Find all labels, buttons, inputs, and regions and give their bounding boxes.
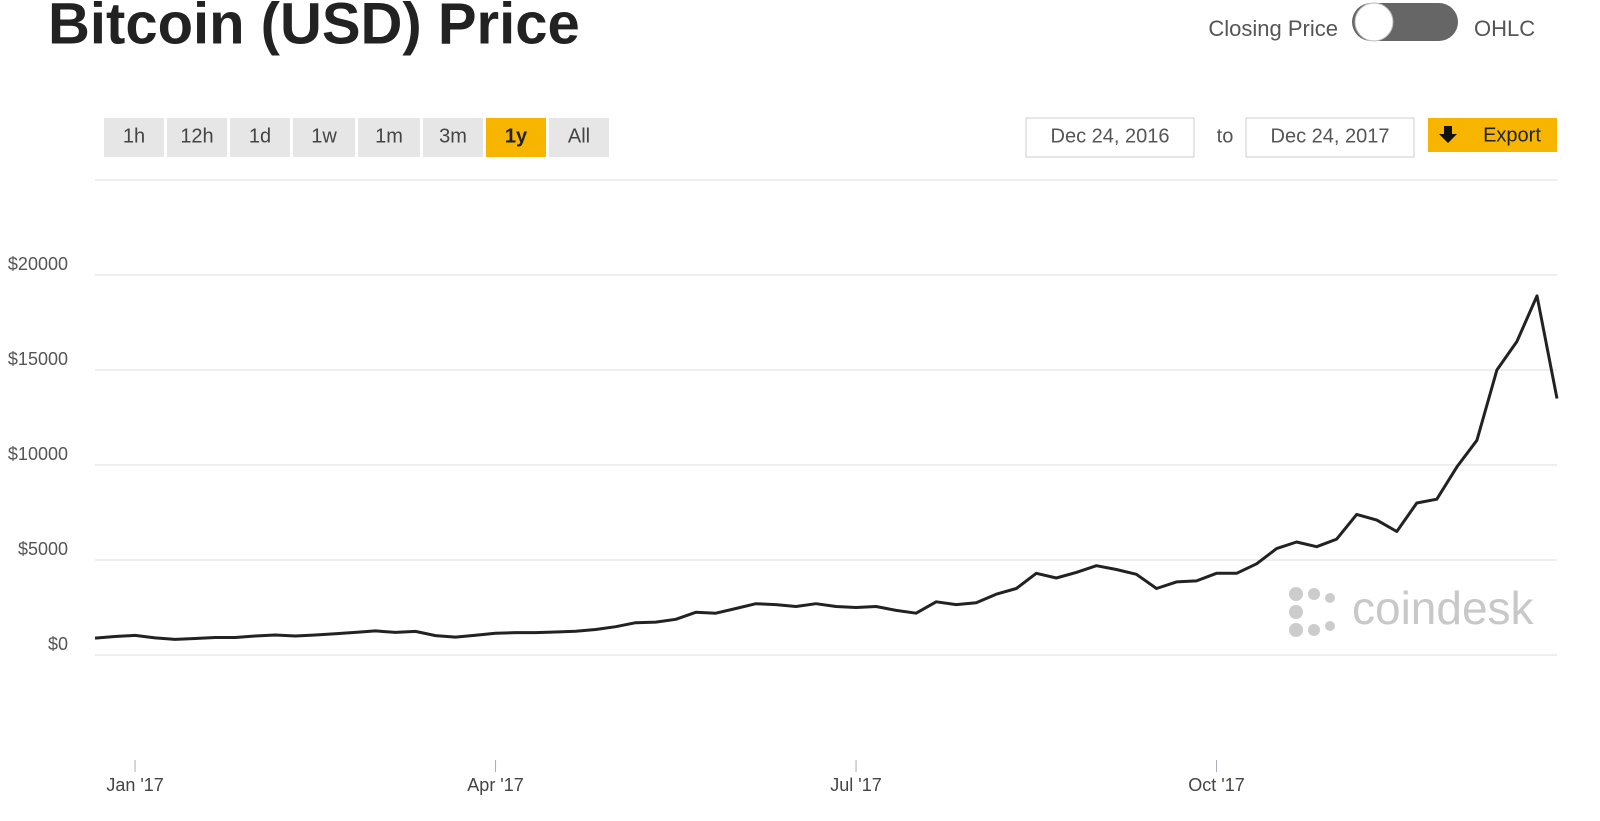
y-tick-label: $20000 [8,254,68,274]
range-button[interactable] [549,118,609,157]
y-tick-label: $0 [48,634,68,654]
x-tick-label: Oct '17 [1188,775,1244,795]
range-label: 1h [123,125,145,147]
toggle-knob [1354,2,1394,42]
x-tick-label: Jul '17 [830,775,881,795]
price-line [94,294,1559,641]
y-tick-label: $10000 [8,444,68,464]
range-label: 12h [180,125,213,147]
range-button[interactable] [104,118,164,157]
x-tick-label: Jan '17 [106,775,163,795]
range-button[interactable] [230,118,290,157]
x-tick-label: Apr '17 [467,775,523,795]
date-to: Dec 24, 2017 [1271,125,1390,147]
date-sep: to [1217,125,1234,147]
range-button[interactable] [423,118,483,157]
y-tick-label: $5000 [18,539,68,559]
range-label: 3m [439,125,467,147]
export-icon [1439,126,1457,143]
toggle-label: Closing Price [1208,16,1338,41]
range-button[interactable] [486,118,546,157]
toggle-label: OHLC [1474,16,1535,41]
watermark-icon [1289,587,1335,637]
range-label: 1m [375,125,403,147]
watermark: coindesk [1352,582,1535,634]
range-button[interactable] [358,118,420,157]
range-label: All [568,125,590,147]
export-label: Export [1483,124,1541,146]
chart-title: Bitcoin (USD) Price [48,0,580,56]
range-label: 1w [311,125,337,147]
date-from: Dec 24, 2016 [1051,125,1170,147]
range-button[interactable] [293,118,355,157]
range-button[interactable] [167,118,227,157]
date-input[interactable] [1245,117,1415,158]
range-buttons: 1h 12h 1d 1w 1m 3m 1y All [104,118,609,157]
range-label: 1y [505,125,528,147]
range-label: 1d [249,125,271,147]
y-tick-label: $15000 [8,349,68,369]
date-input[interactable] [1025,117,1195,158]
